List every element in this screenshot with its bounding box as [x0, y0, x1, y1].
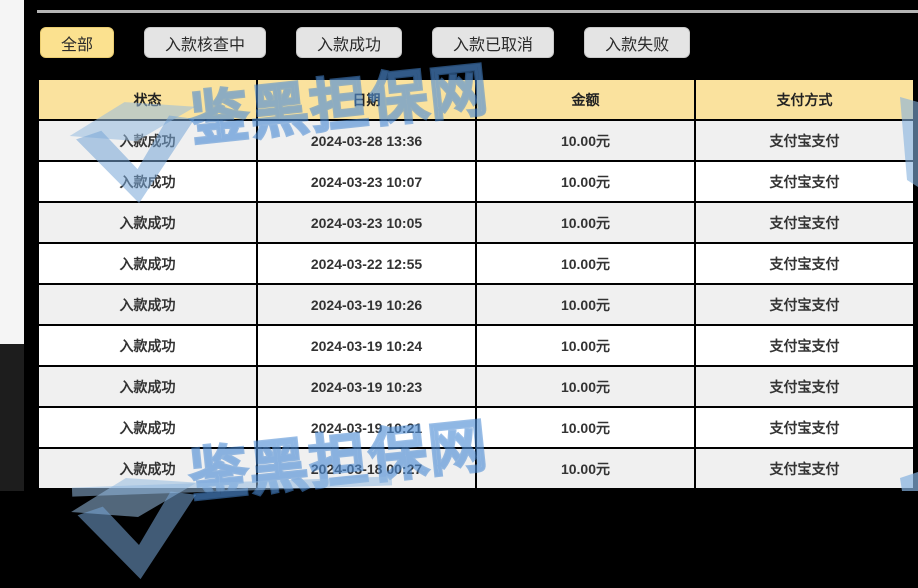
filter-tab-3[interactable]: 入款已取消	[432, 27, 555, 58]
table-cell: 10.00元	[475, 406, 696, 449]
table-cell: 支付宝支付	[694, 119, 915, 162]
table-row: 入款成功 2024-03-22 12:55 10.00元 支付宝支付	[37, 242, 915, 285]
left-page-edge-dark	[0, 344, 24, 491]
table-cell: 10.00元	[475, 160, 696, 203]
table-cell: 10.00元	[475, 201, 696, 244]
column-header-status: 状态	[37, 78, 258, 121]
table-cell: 支付宝支付	[694, 160, 915, 203]
deposit-records-table: 状态 日期 金额 支付方式 入款成功 2024-03-28 13:36 10.00元…	[37, 78, 915, 490]
table-cell: 入款成功	[37, 447, 258, 490]
table-header-row: 状态 日期 金额 支付方式	[37, 78, 915, 121]
table-row: 入款成功 2024-03-23 10:05 10.00元 支付宝支付	[37, 201, 915, 244]
records-tbody: 入款成功 2024-03-28 13:36 10.00元 支付宝支付 入款成功 2024-…	[37, 119, 915, 490]
table-cell: 2024-03-23 10:07	[256, 160, 477, 203]
table-cell: 支付宝支付	[694, 201, 915, 244]
column-header-amount: 金额	[475, 78, 696, 121]
table-cell: 入款成功	[37, 406, 258, 449]
filter-tab-2[interactable]: 入款成功	[296, 27, 403, 58]
table-cell: 10.00元	[475, 242, 696, 285]
table-cell: 2024-03-19 10:26	[256, 283, 477, 326]
table-cell: 10.00元	[475, 365, 696, 408]
table-cell: 2024-03-22 12:55	[256, 242, 477, 285]
column-header-payment: 支付方式	[694, 78, 915, 121]
table-cell: 入款成功	[37, 242, 258, 285]
table-cell: 入款成功	[37, 160, 258, 203]
table-row: 入款成功 2024-03-19 10:21 10.00元 支付宝支付	[37, 406, 915, 449]
table-cell: 支付宝支付	[694, 447, 915, 490]
table-cell: 支付宝支付	[694, 406, 915, 449]
table-cell: 支付宝支付	[694, 365, 915, 408]
table-cell: 支付宝支付	[694, 324, 915, 367]
filter-tabs: 全部 入款核查中 入款成功 入款已取消 入款失败	[40, 27, 691, 58]
table-cell: 支付宝支付	[694, 283, 915, 326]
table-cell: 入款成功	[37, 119, 258, 162]
table-row: 入款成功 2024-03-19 10:23 10.00元 支付宝支付	[37, 365, 915, 408]
table-cell: 2024-03-19 10:24	[256, 324, 477, 367]
filter-tab-1[interactable]: 入款核查中	[144, 27, 267, 58]
table-row: 入款成功 2024-03-19 10:24 10.00元 支付宝支付	[37, 324, 915, 367]
table-cell: 入款成功	[37, 324, 258, 367]
table-cell: 10.00元	[475, 119, 696, 162]
column-header-date: 日期	[256, 78, 477, 121]
table-cell: 10.00元	[475, 283, 696, 326]
filter-tab-0[interactable]: 全部	[40, 27, 115, 58]
table-row: 入款成功 2024-03-23 10:07 10.00元 支付宝支付	[37, 160, 915, 203]
table-cell: 2024-03-19 10:23	[256, 365, 477, 408]
top-divider-line	[37, 10, 918, 13]
table-cell: 入款成功	[37, 201, 258, 244]
table-cell: 2024-03-28 13:36	[256, 119, 477, 162]
table-cell: 2024-03-23 10:05	[256, 201, 477, 244]
table-cell: 10.00元	[475, 447, 696, 490]
table-cell: 支付宝支付	[694, 242, 915, 285]
table-row: 入款成功 2024-03-19 10:26 10.00元 支付宝支付	[37, 283, 915, 326]
left-page-edge	[0, 0, 24, 344]
table-cell: 10.00元	[475, 324, 696, 367]
table-row: 入款成功 2024-03-18 00:27 10.00元 支付宝支付	[37, 447, 915, 490]
table-cell: 入款成功	[37, 283, 258, 326]
table-cell: 入款成功	[37, 365, 258, 408]
table-cell: 2024-03-18 00:27	[256, 447, 477, 490]
filter-tab-4[interactable]: 入款失败	[584, 27, 691, 58]
table-row: 入款成功 2024-03-28 13:36 10.00元 支付宝支付	[37, 119, 915, 162]
table-cell: 2024-03-19 10:21	[256, 406, 477, 449]
